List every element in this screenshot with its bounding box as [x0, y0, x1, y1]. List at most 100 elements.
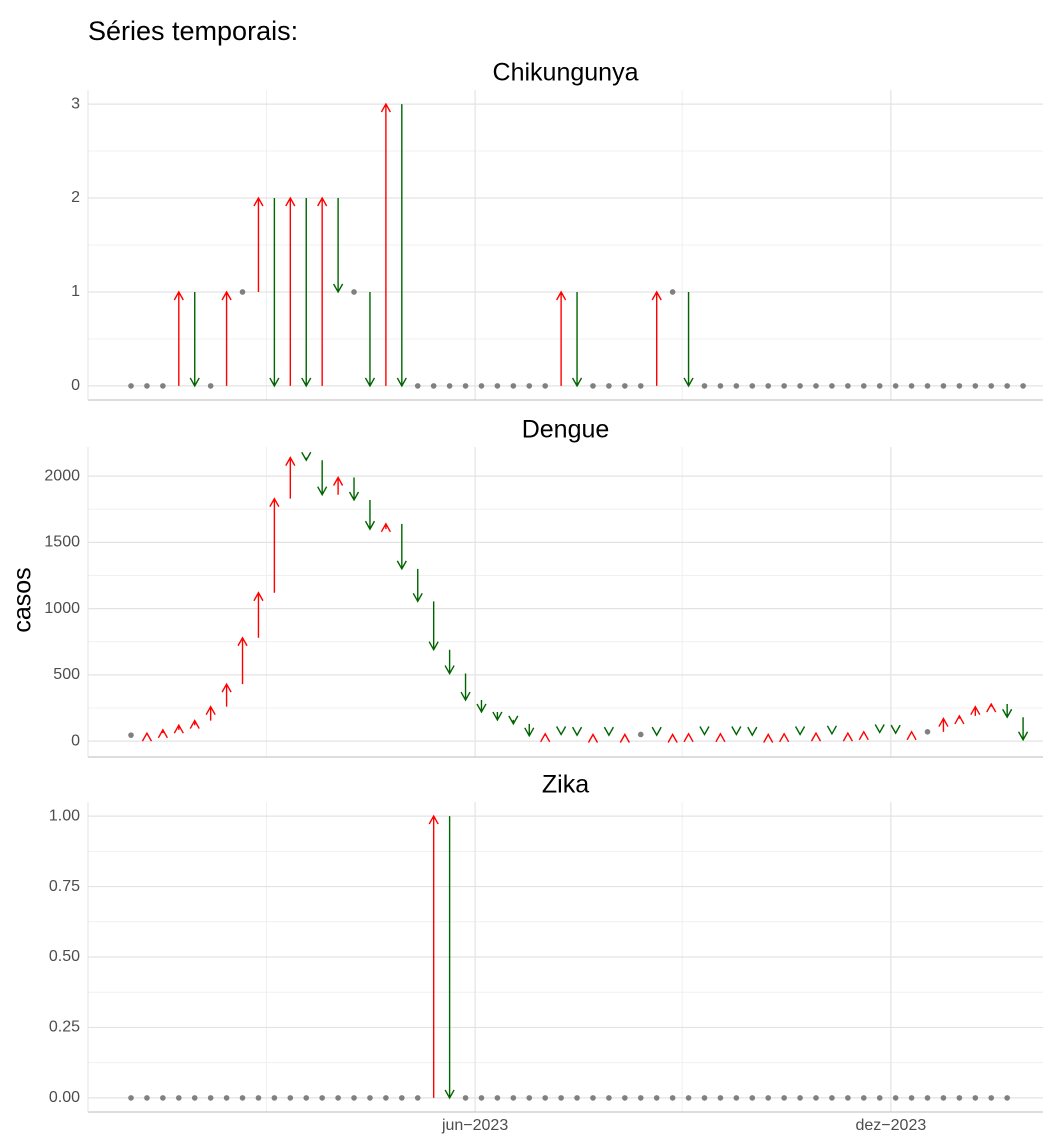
point: [462, 383, 469, 389]
point: [637, 383, 644, 389]
point: [765, 1095, 772, 1101]
arrow: [364, 291, 376, 388]
point: [239, 289, 246, 295]
arrow: [460, 673, 471, 702]
point: [622, 383, 628, 389]
arrow: [364, 499, 376, 531]
point: [574, 1095, 580, 1101]
point: [701, 383, 708, 389]
point: [860, 1095, 867, 1101]
y-tick-label: 0.50: [49, 948, 80, 965]
point: [749, 383, 756, 389]
arrow: [317, 196, 328, 386]
point: [287, 1095, 294, 1101]
point: [956, 1095, 963, 1101]
point: [351, 289, 357, 295]
panel-title: Dengue: [522, 416, 610, 444]
arrow: [587, 733, 599, 743]
point: [367, 1095, 373, 1101]
arrow: [396, 104, 407, 388]
arrow: [970, 705, 981, 716]
arrow: [317, 460, 328, 497]
arrow: [540, 732, 551, 743]
point: [829, 1095, 835, 1101]
point: [176, 1095, 182, 1101]
y-tick-label: 1.00: [49, 807, 80, 824]
point: [637, 1095, 644, 1101]
point: [813, 383, 819, 389]
point: [797, 383, 803, 389]
point: [191, 1095, 198, 1101]
arrow: [890, 724, 901, 735]
arrow: [747, 726, 758, 737]
point: [685, 1095, 692, 1101]
point: [813, 1095, 819, 1101]
point: [908, 1095, 915, 1101]
point: [733, 383, 740, 389]
arrow: [173, 290, 184, 386]
arrow: [285, 456, 296, 499]
point: [144, 1095, 150, 1101]
arrow: [301, 198, 312, 388]
arrow: [954, 714, 965, 725]
arrow: [508, 715, 519, 726]
y-tick-label: 3: [71, 95, 80, 112]
point: [876, 383, 883, 389]
arrow: [699, 726, 710, 736]
arrow: [428, 814, 439, 1098]
point: [717, 383, 724, 389]
point: [622, 1095, 628, 1101]
y-axis-label: casos: [9, 567, 37, 632]
point: [606, 1095, 612, 1101]
arrow: [858, 730, 869, 741]
arrow: [731, 726, 742, 736]
arrow: [348, 477, 360, 502]
arrow: [221, 290, 232, 386]
panel-title: Zika: [542, 771, 589, 799]
arrow: [1002, 704, 1013, 719]
point: [160, 1095, 166, 1101]
point: [542, 383, 548, 389]
panel-title: Chikungunya: [493, 59, 639, 87]
point: [908, 383, 915, 389]
arrow: [826, 725, 838, 736]
point: [383, 1095, 389, 1101]
arrow: [205, 705, 216, 721]
arrow: [556, 290, 567, 386]
arrow: [794, 726, 806, 736]
point: [128, 383, 134, 389]
arrow: [619, 733, 630, 743]
point: [160, 383, 166, 389]
arrow: [380, 522, 392, 533]
point: [526, 383, 533, 389]
arrow: [476, 700, 487, 714]
arrow: [492, 711, 503, 722]
point: [1004, 1095, 1010, 1101]
arrow: [221, 682, 232, 707]
point: [797, 1095, 803, 1101]
arrow: [779, 732, 790, 743]
point: [144, 383, 150, 389]
point: [1004, 383, 1010, 389]
point: [478, 1095, 485, 1101]
arrow: [556, 726, 567, 736]
point: [303, 1095, 310, 1101]
arrow: [189, 719, 200, 729]
point: [558, 1095, 564, 1101]
arrow: [603, 726, 615, 737]
y-tick-label: 0: [71, 732, 80, 749]
point: [781, 383, 787, 389]
point: [271, 1095, 278, 1101]
arrow: [269, 497, 280, 593]
point: [510, 383, 517, 389]
point: [860, 383, 867, 389]
point: [749, 1095, 756, 1101]
point: [207, 1095, 214, 1101]
point: [701, 1095, 708, 1101]
point: [781, 1095, 787, 1101]
point: [590, 1095, 596, 1101]
point: [765, 383, 772, 389]
y-tick-label: 0.00: [49, 1089, 80, 1106]
x-tick-label: dez−2023: [856, 1117, 927, 1134]
